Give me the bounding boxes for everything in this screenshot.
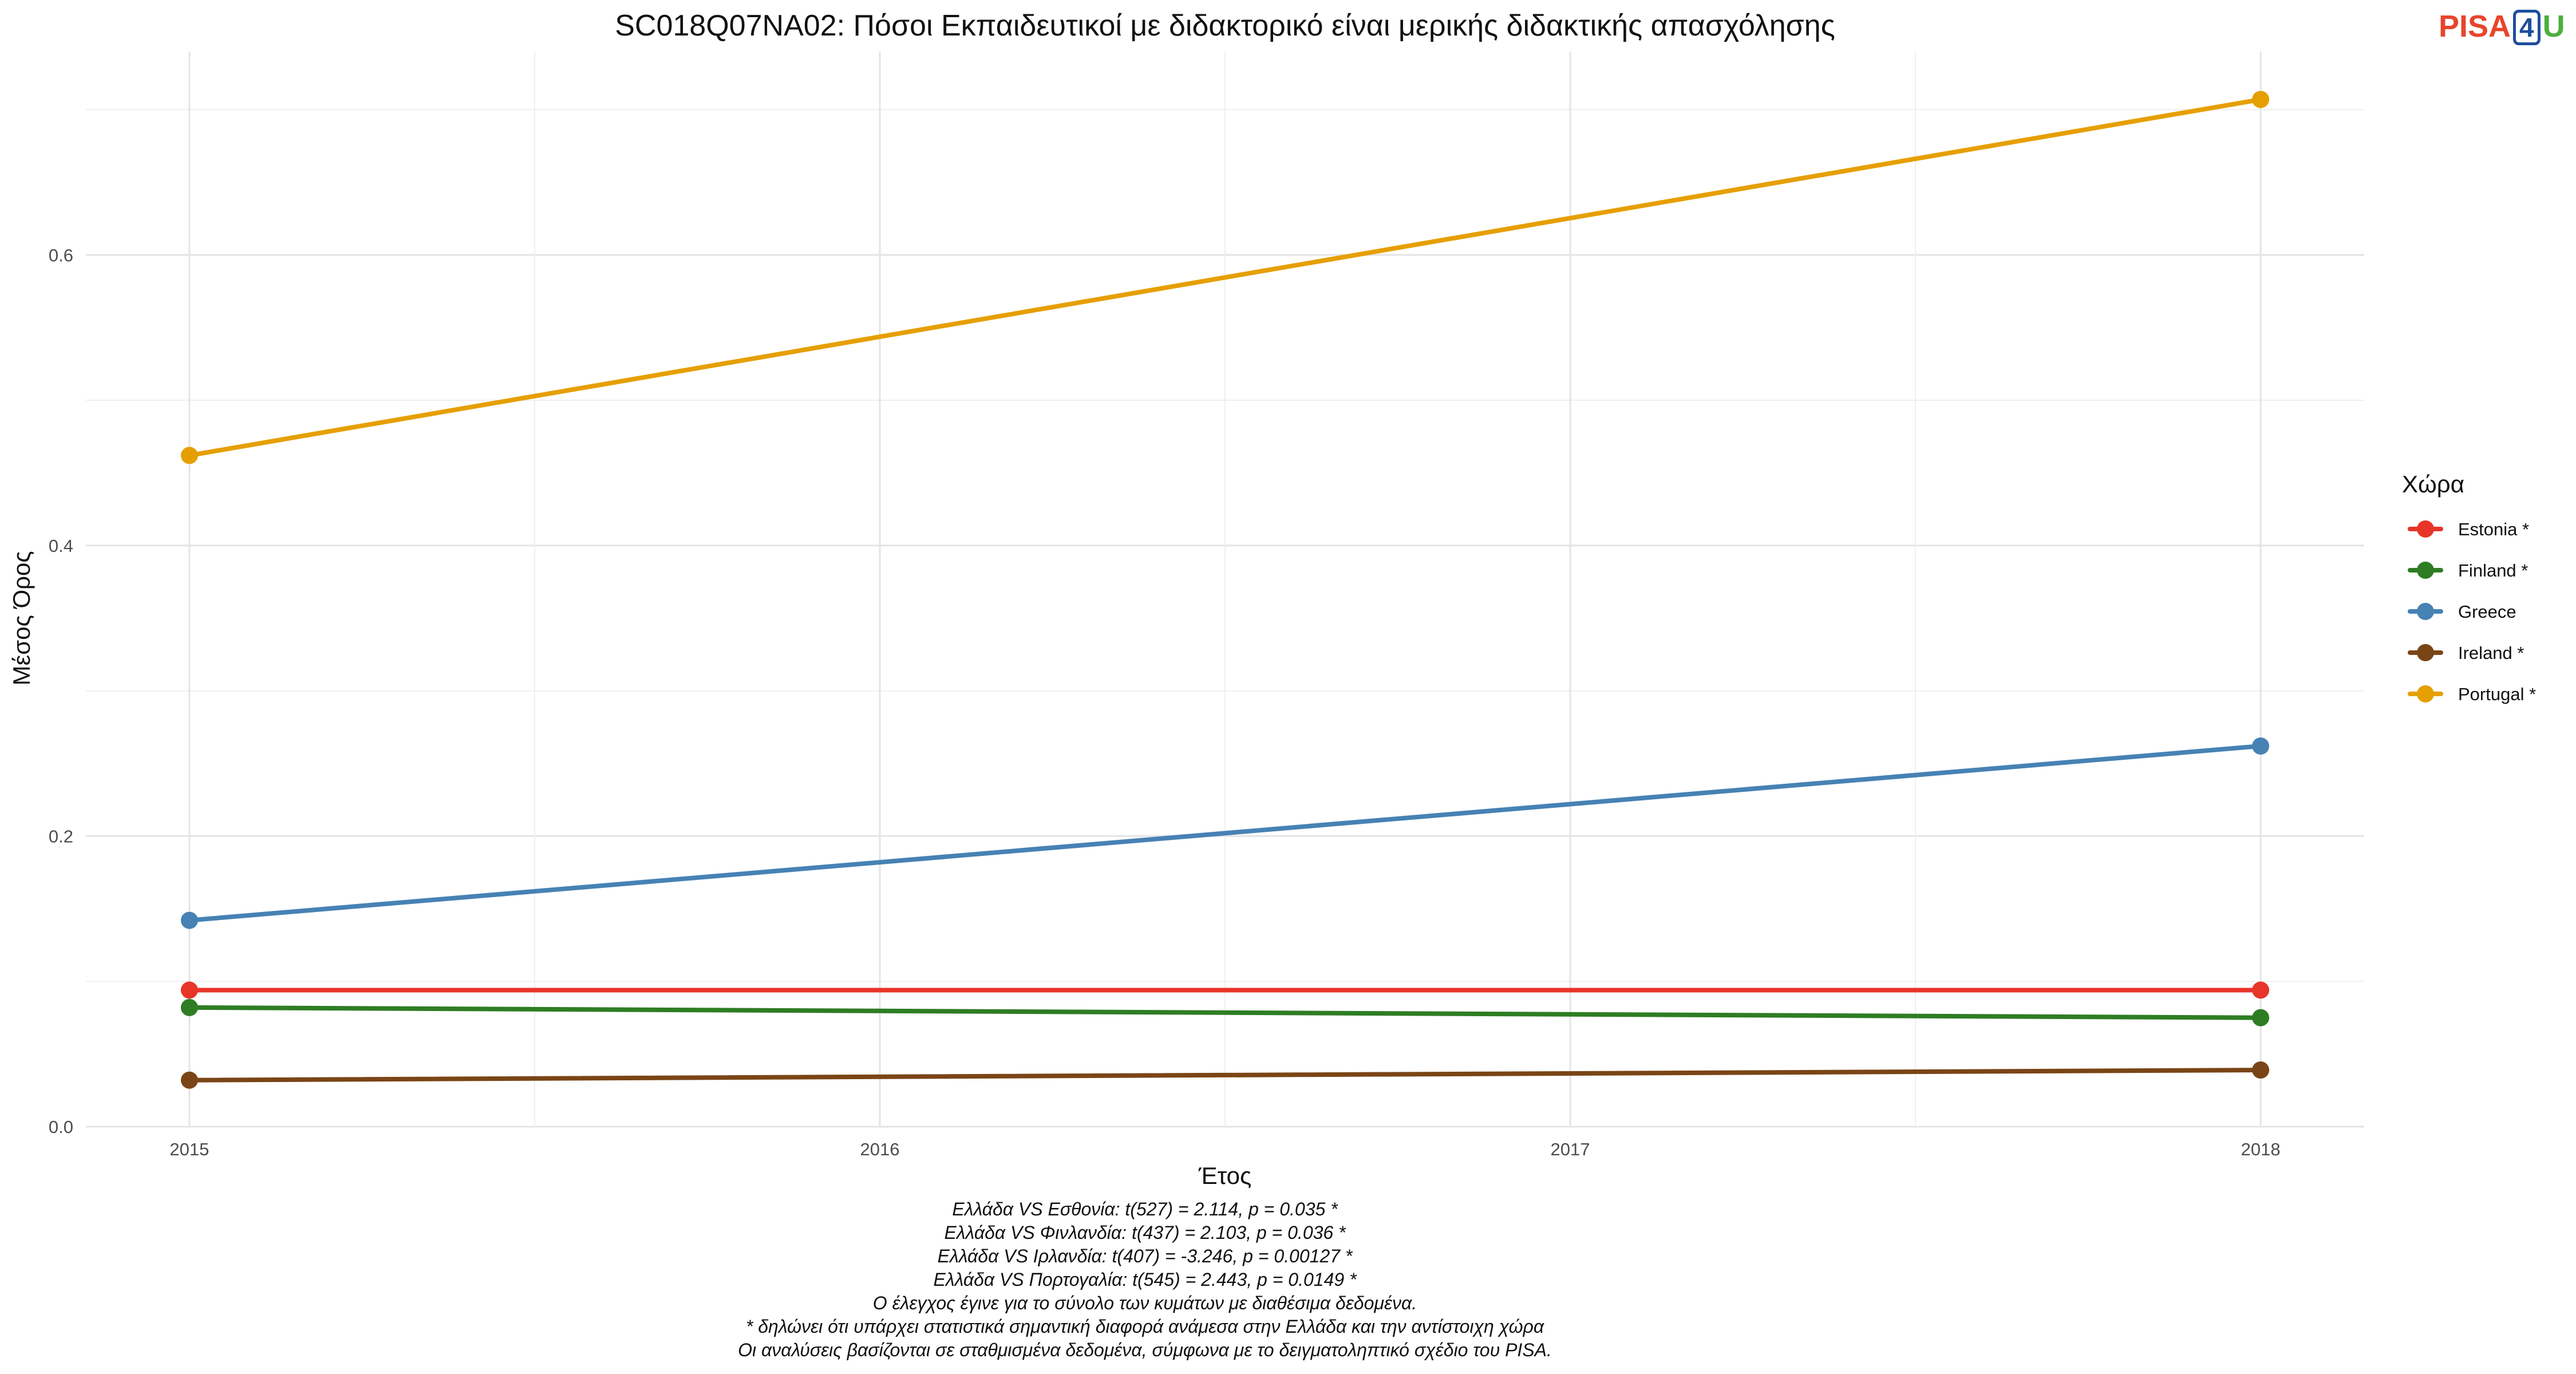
data-point	[180, 911, 198, 929]
logo-text-4: 4	[2513, 10, 2541, 45]
series-line	[187, 744, 2263, 923]
x-tick-label: 2017	[1551, 1139, 1590, 1159]
y-tick-label: 0.0	[49, 1117, 73, 1137]
x-tick-label: 2015	[169, 1139, 209, 1159]
legend-key-point	[2417, 562, 2434, 579]
y-tick-label: 0.2	[49, 826, 73, 846]
data-point	[2252, 90, 2270, 108]
legend-key-point	[2417, 685, 2434, 702]
legend-label: Portugal *	[2458, 684, 2536, 704]
caption-line: Οι αναλύσεις βασίζονται σε σταθμισμένα δ…	[738, 1340, 1552, 1360]
data-point	[2252, 981, 2270, 999]
legend-title: Χώρα	[2402, 471, 2464, 498]
caption-line: Ελλάδα VS Φινλανδία: t(437) = 2.103, p =…	[944, 1222, 1346, 1243]
legend-label: Estonia *	[2458, 519, 2529, 539]
pisa4u-logo: PISA 4 U	[2439, 3, 2576, 49]
chart-title: SC018Q07NA02: Πόσοι Εκπαιδευτικοί με διδ…	[615, 9, 1835, 42]
series-line	[187, 1005, 2263, 1020]
legend: Estonia * Finland * Greece Ireland * Portuga…	[2408, 519, 2536, 704]
caption-line: Ελλάδα VS Ιρλανδία: t(407) = -3.246, p =…	[937, 1246, 1353, 1266]
grid	[86, 52, 2364, 1128]
tick-labels: 0.0 0.2 0.4 0.6 2015 2016 2017 2018	[49, 245, 2281, 1159]
logo-text-pisa: PISA	[2439, 9, 2511, 44]
caption-line: Ελλάδα VS Πορτογαλία: t(545) = 2.443, p …	[933, 1269, 1357, 1290]
legend-label: Ireland *	[2458, 643, 2524, 663]
series-line	[187, 1068, 2263, 1083]
data-point	[2252, 1061, 2270, 1079]
data-point	[2252, 737, 2270, 755]
caption-line: * δηλώνει ότι υπάρχει στατιστικά σημαντι…	[745, 1316, 1544, 1337]
data-point	[180, 998, 198, 1016]
y-tick-label: 0.4	[49, 536, 73, 556]
legend-label: Greece	[2458, 602, 2516, 622]
legend-key-point	[2417, 603, 2434, 620]
y-tick-label: 0.6	[49, 245, 73, 265]
caption-line: Ελλάδα VS Εσθονία: t(527) = 2.114, p = 0…	[952, 1199, 1338, 1219]
legend-label: Finland *	[2458, 560, 2528, 581]
logo-text-u: U	[2542, 9, 2565, 44]
x-tick-label: 2016	[860, 1139, 899, 1159]
x-tick-label: 2018	[2241, 1139, 2281, 1159]
data-point	[180, 981, 198, 999]
caption: Ελλάδα VS Εσθονία: t(527) = 2.114, p = 0…	[0, 1198, 2290, 1362]
legend-key-point	[2417, 520, 2434, 538]
data-point	[180, 1071, 198, 1089]
caption-line: Ο έλεγχος έγινε για το σύνολο των κυμάτω…	[872, 1293, 1417, 1313]
series-layer	[180, 90, 2270, 1089]
series-line	[187, 97, 2263, 458]
data-point	[180, 447, 198, 464]
data-point	[2252, 1009, 2270, 1026]
y-axis-label: Μέσος Όρος	[8, 551, 35, 686]
legend-key-point	[2417, 644, 2434, 661]
x-axis-label: Έτος	[1198, 1162, 1252, 1189]
